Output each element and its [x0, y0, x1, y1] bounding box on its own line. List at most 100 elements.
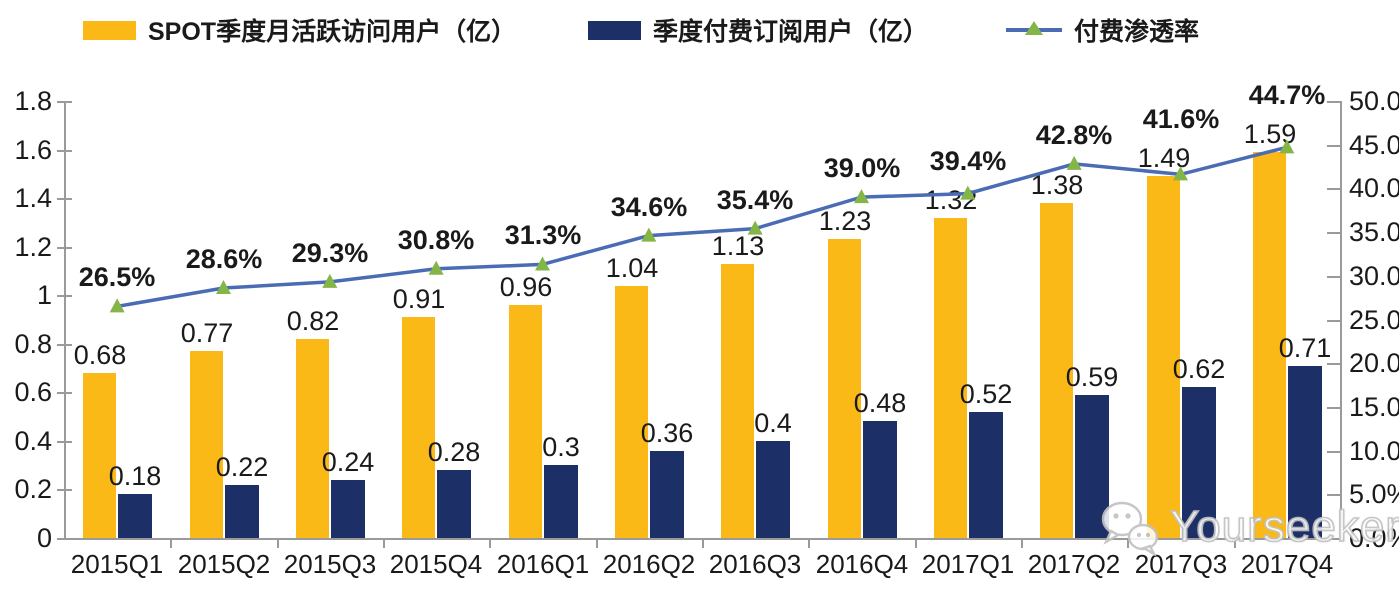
y-axis-right-label: 40.0%	[1349, 173, 1399, 203]
bar-paid-label: 0.4	[754, 408, 792, 438]
y-axis-right-label: 20.0%	[1349, 348, 1399, 378]
legend-swatch-mau	[83, 20, 136, 40]
y-axis-left-tick	[57, 344, 72, 346]
y-axis-left-line	[64, 101, 66, 540]
bar-paid	[225, 485, 259, 538]
line-marker-triangle-icon	[109, 298, 125, 313]
y-axis-right-tick	[1327, 320, 1342, 322]
bar-mau-label: 0.77	[180, 318, 234, 348]
bar-paid	[650, 451, 684, 538]
y-axis-right-label: 50.0%	[1349, 86, 1399, 116]
x-axis-label: 2017Q3	[1134, 549, 1228, 579]
y-axis-left-tick	[57, 247, 72, 249]
line-marker-triangle-icon	[535, 256, 550, 271]
legend-line-marker-icon	[1006, 19, 1062, 41]
bar-paid-label: 0.62	[1172, 354, 1226, 384]
x-axis-line	[58, 538, 1344, 540]
y-axis-left-tick	[57, 489, 72, 491]
x-axis-tick	[277, 540, 279, 548]
bar-mau-label: 0.91	[392, 284, 446, 314]
y-axis-left-label: 1.6	[14, 135, 52, 165]
bar-paid	[1288, 366, 1322, 538]
y-axis-right-tick	[1327, 276, 1342, 278]
y-axis-left-tick	[57, 198, 72, 200]
legend-swatch-paid	[588, 20, 641, 40]
bar-paid-label: 0.22	[215, 452, 269, 482]
y-axis-left-tick	[57, 441, 72, 443]
x-axis-label: 2017Q2	[1027, 549, 1121, 579]
x-axis-label: 2016Q3	[708, 549, 802, 579]
y-axis-right-label: 15.0%	[1349, 392, 1399, 422]
y-axis-right-tick	[1327, 145, 1342, 147]
bar-paid-label: 0.59	[1065, 362, 1119, 392]
bar-mau-label: 0.96	[499, 272, 553, 302]
legend-item-paid: 季度付费订阅用户（亿）	[588, 12, 928, 48]
y-axis-left-label: 1.8	[14, 86, 52, 116]
y-axis-right-label: 35.0%	[1349, 217, 1399, 247]
line-marker-triangle-icon	[1066, 155, 1082, 170]
bar-paid-label: 0.71	[1278, 333, 1332, 363]
penetration-label: 44.7%	[1248, 80, 1326, 110]
x-axis-tick	[1234, 540, 1236, 548]
legend-label-mau: SPOT季度月活跃访问用户（亿）	[148, 18, 517, 46]
bar-paid	[863, 421, 897, 538]
y-axis-right-label: 45.0%	[1349, 130, 1399, 160]
line-marker-triangle-icon	[216, 280, 231, 295]
bar-mau-label: 1.04	[605, 253, 659, 283]
line-marker-triangle-icon	[641, 227, 657, 242]
bar-paid-label: 0.24	[321, 447, 375, 477]
bar-paid-label: 0.48	[853, 388, 907, 418]
y-axis-left-label: 0.4	[14, 426, 52, 456]
bar-mau	[615, 286, 648, 538]
x-axis-tick	[702, 540, 704, 548]
penetration-label: 39.4%	[929, 146, 1007, 176]
bar-mau-label: 1.38	[1030, 170, 1084, 200]
y-axis-right-tick	[1327, 451, 1342, 453]
bar-mau	[83, 373, 116, 538]
bar-paid	[331, 480, 365, 538]
bar-paid-label: 0.36	[640, 418, 694, 448]
line-marker-triangle-icon	[854, 189, 869, 204]
x-axis-label: 2017Q1	[921, 549, 1015, 579]
penetration-label: 35.4%	[716, 185, 794, 215]
x-axis-label: 2015Q1	[70, 549, 164, 579]
bar-paid	[1075, 395, 1109, 538]
y-axis-left-tick	[57, 295, 72, 297]
line-marker-triangle-icon	[322, 273, 338, 288]
y-axis-left-label: 0	[36, 523, 52, 553]
y-axis-left-label: 0.2	[14, 474, 52, 504]
penetration-label: 30.8%	[397, 225, 475, 255]
x-axis-label: 2015Q3	[283, 549, 377, 579]
x-axis-tick	[596, 540, 598, 548]
x-axis-label: 2016Q2	[602, 549, 696, 579]
penetration-label: 29.3%	[291, 238, 369, 268]
bar-paid-label: 0.3	[542, 432, 580, 462]
y-axis-right-label: 5.0%	[1349, 479, 1399, 509]
x-axis-tick	[915, 540, 917, 548]
bar-mau	[402, 317, 435, 538]
y-axis-right-tick	[1327, 363, 1342, 365]
bar-paid-label: 0.18	[108, 461, 162, 491]
bar-paid	[969, 412, 1003, 538]
bar-mau-label: 1.59	[1243, 119, 1297, 149]
y-axis-left-label: 1	[36, 280, 52, 310]
legend-item-mau: SPOT季度月活跃访问用户（亿）	[83, 12, 516, 48]
y-axis-left-tick	[57, 150, 72, 152]
x-axis-tick	[489, 540, 491, 548]
y-axis-right-tick	[1327, 188, 1342, 190]
y-axis-left-label: 1.2	[14, 232, 52, 262]
bar-paid	[118, 494, 152, 538]
y-axis-right-label: 0.0%	[1349, 523, 1399, 553]
bar-paid-label: 0.52	[959, 379, 1013, 409]
y-axis-right-tick	[1327, 232, 1342, 234]
x-axis-label: 2015Q2	[177, 549, 271, 579]
line-marker-triangle-icon	[428, 260, 444, 275]
penetration-label: 26.5%	[78, 262, 156, 292]
y-axis-right-label: 10.0%	[1349, 436, 1399, 466]
bar-paid	[1182, 387, 1216, 538]
x-axis-tick	[170, 540, 172, 548]
bar-paid	[544, 465, 578, 538]
x-axis-label: 2015Q4	[389, 549, 483, 579]
